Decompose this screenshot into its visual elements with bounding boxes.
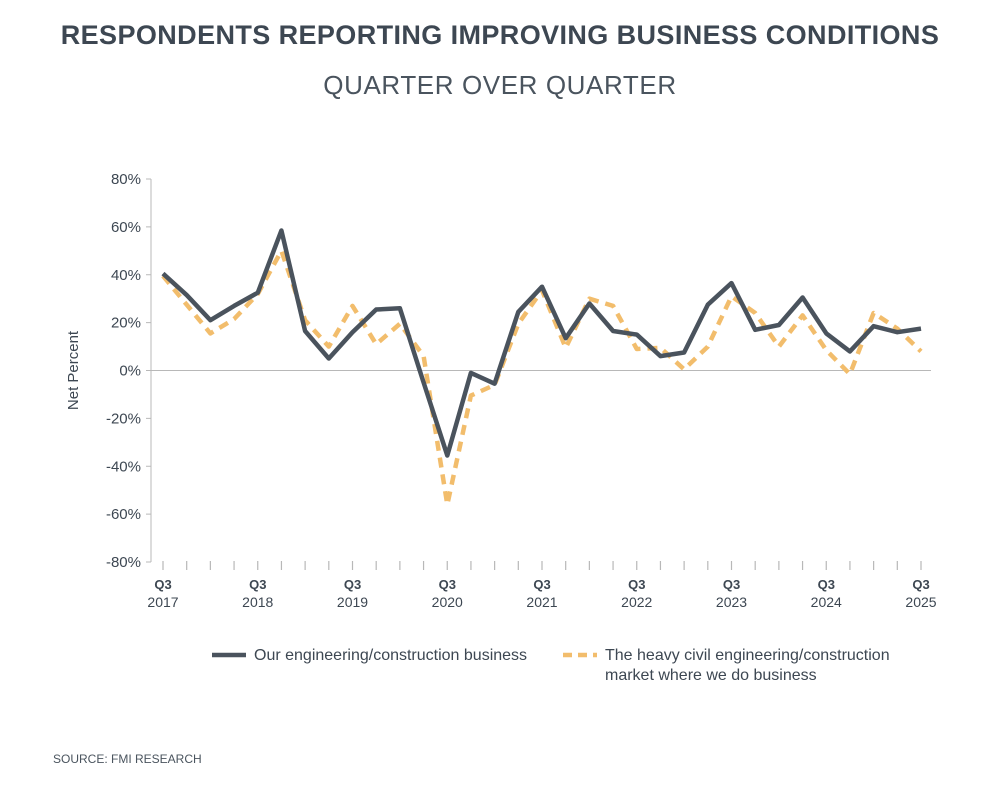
y-tick-label: -40%: [106, 458, 141, 475]
chart-subtitle: QUARTER OVER QUARTER: [323, 70, 677, 100]
x-tick-label-year: 2019: [337, 594, 368, 610]
y-tick-label: -20%: [106, 410, 141, 427]
legend-label-series-1: Our engineering/construction business: [254, 647, 528, 664]
chart-title: RESPONDENTS REPORTING IMPROVING BUSINESS…: [60, 20, 940, 50]
y-tick-label: 80%: [111, 171, 141, 188]
x-tick-label-quarter: Q3: [912, 577, 929, 592]
x-tick-label-quarter: Q3: [344, 577, 361, 592]
x-tick-label-year: 2024: [811, 594, 842, 610]
legend-swatch-solid: [212, 652, 246, 658]
y-tick-label: -60%: [106, 506, 141, 523]
x-tick-label-quarter: Q3: [533, 577, 550, 592]
x-tick-label-year: 2021: [526, 594, 557, 610]
x-tick-label-quarter: Q3: [154, 577, 171, 592]
x-tick-label-quarter: Q3: [249, 577, 266, 592]
y-tick-label: -80%: [106, 554, 141, 571]
y-axis-label: Net Percent: [65, 330, 82, 410]
x-tick-label-year: 2023: [716, 594, 747, 610]
x-tick-label-quarter: Q3: [628, 577, 645, 592]
source-note: SOURCE: FMI RESEARCH: [53, 752, 202, 766]
y-tick-label: 40%: [111, 267, 141, 284]
legend-label-series-2: The heavy civil engineering/construction…: [605, 647, 890, 684]
x-tick-label-year: 2020: [432, 594, 463, 610]
y-tick-label: 0%: [119, 363, 141, 380]
y-tick-label: 60%: [111, 219, 141, 236]
series-line-1: [161, 228, 922, 458]
x-tick-label-quarter: Q3: [439, 577, 456, 592]
legend-item-series-2: The heavy civil engineering/construction…: [563, 646, 905, 686]
x-tick-label-year: 2017: [147, 594, 178, 610]
x-tick-label-year: 2022: [621, 594, 652, 610]
legend-item-series-1: Our engineering/construction business: [212, 646, 527, 668]
x-tick-label-quarter: Q3: [818, 577, 835, 592]
x-tick-label-quarter: Q3: [723, 577, 740, 592]
x-tick-label-year: 2018: [242, 594, 273, 610]
y-tick-label: 20%: [111, 315, 141, 332]
legend-swatch-dashed: [563, 652, 597, 658]
x-tick-label-year: 2025: [905, 594, 936, 610]
